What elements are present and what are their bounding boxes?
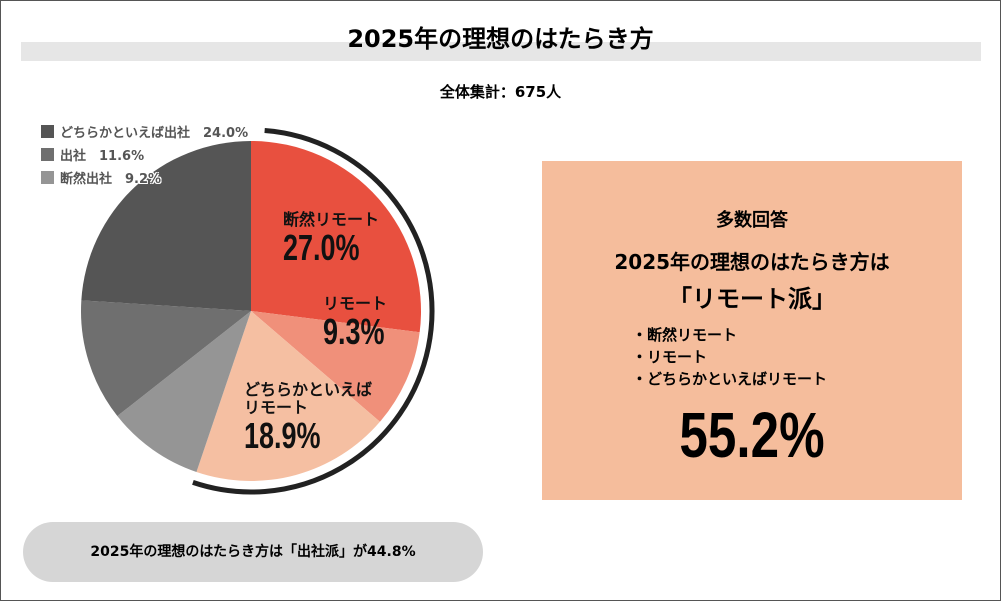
list-item: ・リモート xyxy=(632,348,708,366)
slice-name: 断然リモート xyxy=(283,210,380,229)
legend-item: 出社 11.6% xyxy=(41,145,144,164)
pie-slice xyxy=(117,311,251,473)
legend-item: どちらかといえば出社 24.0% xyxy=(41,122,248,141)
list-item: ・断然リモート xyxy=(632,326,738,344)
legend-swatch xyxy=(41,148,54,161)
slice-name: リモート xyxy=(244,398,309,417)
list-item: ・どちらかといえばリモート xyxy=(632,370,828,388)
slice-label-remote: リモート 9.3% xyxy=(323,295,405,351)
box-heading: 多数回答 xyxy=(716,210,788,231)
pie-slice xyxy=(251,311,420,422)
total-count: 全体集計：675人 xyxy=(439,83,562,101)
box-line1: 2025年の理想のはたらき方は xyxy=(614,250,890,274)
legend-label: 出社 11.6% xyxy=(60,149,145,164)
box-list: ・断然リモート ・リモート ・どちらかといえばリモート xyxy=(632,324,962,390)
legend-swatch xyxy=(41,171,54,184)
box-line2: 「リモート派」 xyxy=(668,285,836,313)
pie-slice xyxy=(251,141,421,333)
legend-label: 断然出社 9.2% xyxy=(60,172,162,187)
legend-label: どちらかといえば出社 24.0% xyxy=(60,126,249,141)
pie-slice xyxy=(196,311,380,482)
slice-value: 27.0% xyxy=(283,227,360,268)
highlight-arc xyxy=(192,128,435,495)
pie-slice xyxy=(80,300,251,417)
legend-swatch xyxy=(41,125,54,138)
slice-label-danzen-remote: 断然リモート 27.0% xyxy=(283,211,385,267)
pie-slice xyxy=(81,141,252,311)
legend-item: 断然出社 9.2% xyxy=(41,168,161,187)
slice-name: リモート xyxy=(323,294,388,313)
slice-value: 18.9% xyxy=(244,415,321,456)
majority-box: 多数回答 2025年の理想のはたらき方は 「リモート派」 ・断然リモート ・リモ… xyxy=(542,161,962,500)
slice-value: 9.3% xyxy=(323,311,385,352)
slice-name: どちらかといえば xyxy=(244,380,373,399)
box-percent: 55.2% xyxy=(679,399,825,471)
page-title: 2025年の理想のはたらき方 xyxy=(347,25,654,53)
footer-note: 2025年の理想のはたらき方は「出社派」が44.8% xyxy=(23,522,483,582)
title-bar xyxy=(21,42,981,61)
slice-label-dochiraka-remote: どちらかといえば リモート 18.9% xyxy=(244,381,372,455)
